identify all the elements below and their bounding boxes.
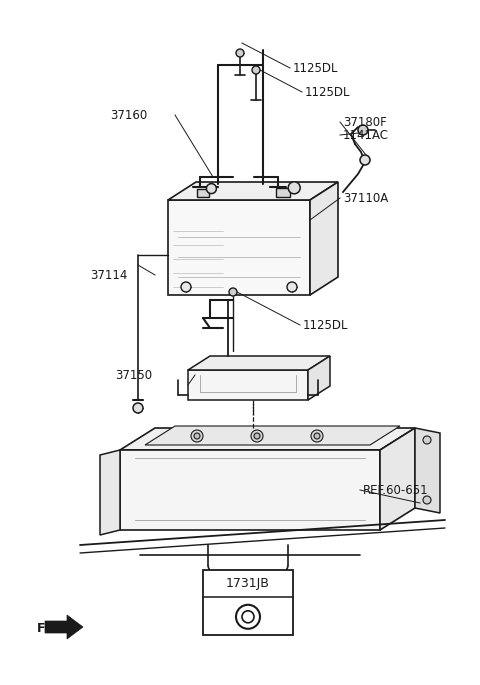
Circle shape xyxy=(181,282,191,292)
Circle shape xyxy=(206,184,216,194)
Polygon shape xyxy=(45,615,83,639)
Text: FR.: FR. xyxy=(37,623,60,636)
Circle shape xyxy=(133,403,143,413)
Text: 37180F: 37180F xyxy=(343,116,387,129)
Bar xyxy=(197,189,209,197)
Circle shape xyxy=(311,430,323,442)
Circle shape xyxy=(423,496,431,504)
Circle shape xyxy=(242,611,254,623)
Circle shape xyxy=(236,605,260,629)
Circle shape xyxy=(251,430,263,442)
Bar xyxy=(203,570,293,635)
Text: 1125DL: 1125DL xyxy=(293,62,338,75)
Polygon shape xyxy=(308,356,330,400)
Polygon shape xyxy=(188,356,330,370)
Circle shape xyxy=(287,282,297,292)
Bar xyxy=(276,188,290,197)
Circle shape xyxy=(229,288,237,296)
Circle shape xyxy=(288,182,300,194)
Polygon shape xyxy=(168,200,310,295)
Text: 1125DL: 1125DL xyxy=(303,319,348,332)
Circle shape xyxy=(252,66,260,74)
Polygon shape xyxy=(120,450,380,530)
Circle shape xyxy=(358,125,368,135)
Polygon shape xyxy=(310,182,338,295)
Text: 37160: 37160 xyxy=(110,108,147,121)
Text: 37110A: 37110A xyxy=(343,192,388,205)
Polygon shape xyxy=(415,428,440,513)
Circle shape xyxy=(314,433,320,439)
Circle shape xyxy=(254,433,260,439)
Polygon shape xyxy=(145,426,400,445)
Circle shape xyxy=(194,433,200,439)
Text: 1731JB: 1731JB xyxy=(226,577,270,590)
Text: 1125DL: 1125DL xyxy=(305,86,350,99)
Circle shape xyxy=(423,436,431,444)
Circle shape xyxy=(360,155,370,165)
Polygon shape xyxy=(380,428,415,530)
Text: REF.60-651: REF.60-651 xyxy=(363,484,429,497)
Text: 37114: 37114 xyxy=(90,269,127,282)
Polygon shape xyxy=(100,450,120,535)
Circle shape xyxy=(236,49,244,57)
Circle shape xyxy=(191,430,203,442)
Polygon shape xyxy=(168,182,338,200)
Polygon shape xyxy=(188,370,308,400)
Polygon shape xyxy=(120,428,415,450)
Text: 37150: 37150 xyxy=(115,369,152,382)
Text: 1141AC: 1141AC xyxy=(343,129,389,142)
